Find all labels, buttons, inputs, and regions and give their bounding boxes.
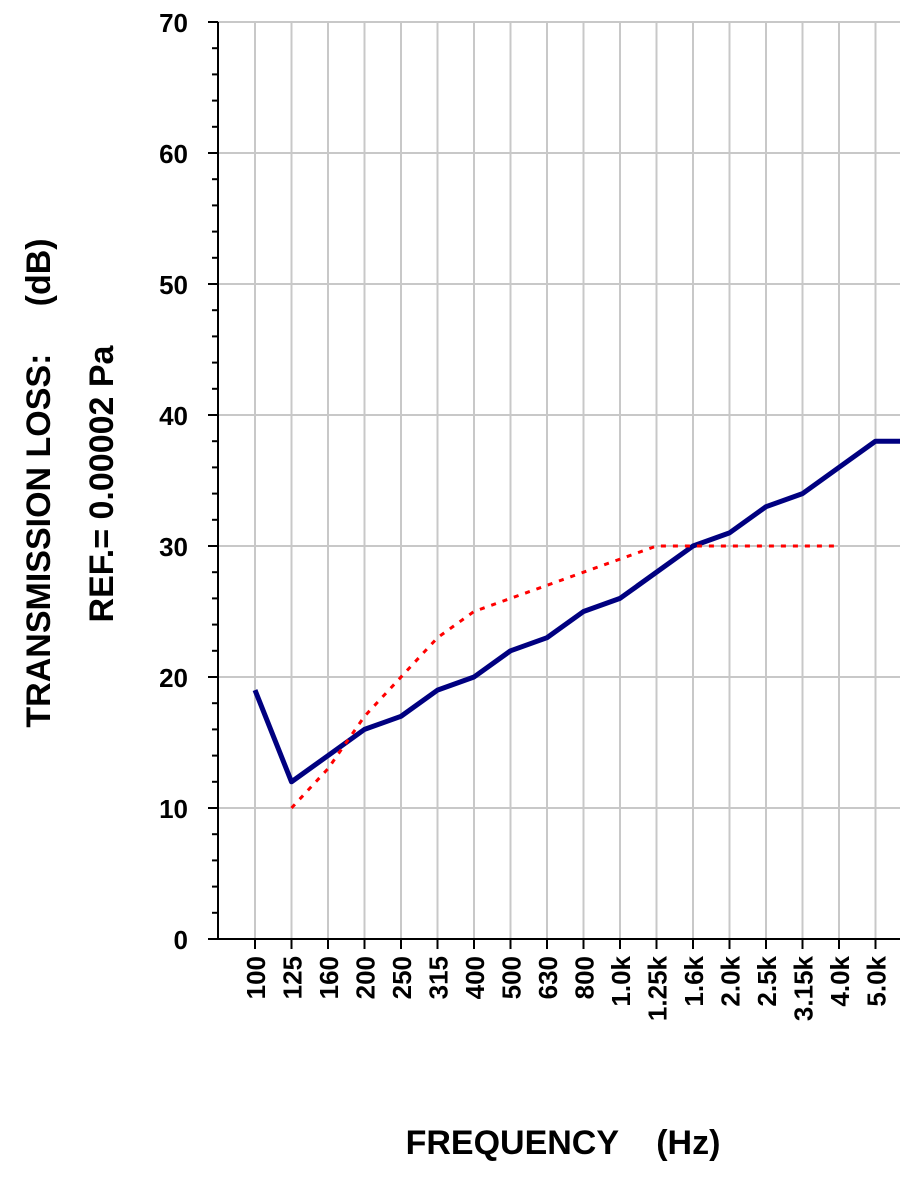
x-tick-label: 630 <box>533 956 563 999</box>
x-tick-label: 400 <box>460 956 490 999</box>
x-tick-label: 5.0k <box>862 955 892 1006</box>
grid <box>218 21 900 939</box>
series-line-1 <box>252 438 900 785</box>
y-tick-label: 40 <box>159 401 188 431</box>
x-tick-label: 1.0k <box>606 955 636 1006</box>
y-tick-label: 20 <box>159 663 188 693</box>
x-tick-label: 100 <box>241 956 271 999</box>
x-tick-label: 160 <box>314 956 344 999</box>
series <box>252 438 900 810</box>
x-tick-label: 3.15k <box>789 955 819 1021</box>
x-tick-label: 4.0k <box>825 955 855 1006</box>
y-axis-title-line1: TRANSMISSION LOSS: (dB) <box>20 238 58 727</box>
y-tick-label: 60 <box>159 139 188 169</box>
x-tick-label: 2.0k <box>716 955 746 1006</box>
x-tick-label: 315 <box>424 956 454 999</box>
x-tick-label: 1.6k <box>679 955 709 1006</box>
x-tick-label: 200 <box>351 956 381 999</box>
x-tick-labels: 100 125 160 200 250 315 400 500 630 800 1.0k 1.25k 1… <box>241 955 892 1021</box>
axes <box>208 21 900 949</box>
y-tick-label: 10 <box>159 794 188 824</box>
x-axis-title: FREQUENCY (Hz) <box>406 1124 721 1162</box>
y-axis-title-line2: REF.= 0.00002 Pa <box>83 344 121 622</box>
x-tick-label: 125 <box>278 956 308 999</box>
x-tick-label: 500 <box>497 956 527 999</box>
x-tick-label: 250 <box>387 956 417 999</box>
y-tick-label: 70 <box>159 8 188 38</box>
x-tick-label: 800 <box>570 956 600 999</box>
x-tick-label: 1.25k <box>643 955 673 1021</box>
x-tick-label: 2.5k <box>752 955 782 1006</box>
y-tick-label: 50 <box>159 270 188 300</box>
y-tick-label: 30 <box>159 532 188 562</box>
y-tick-label: 0 <box>174 925 188 955</box>
y-tick-labels: 0 10 20 30 40 50 60 70 <box>159 8 188 955</box>
series-line-2 <box>290 544 839 810</box>
